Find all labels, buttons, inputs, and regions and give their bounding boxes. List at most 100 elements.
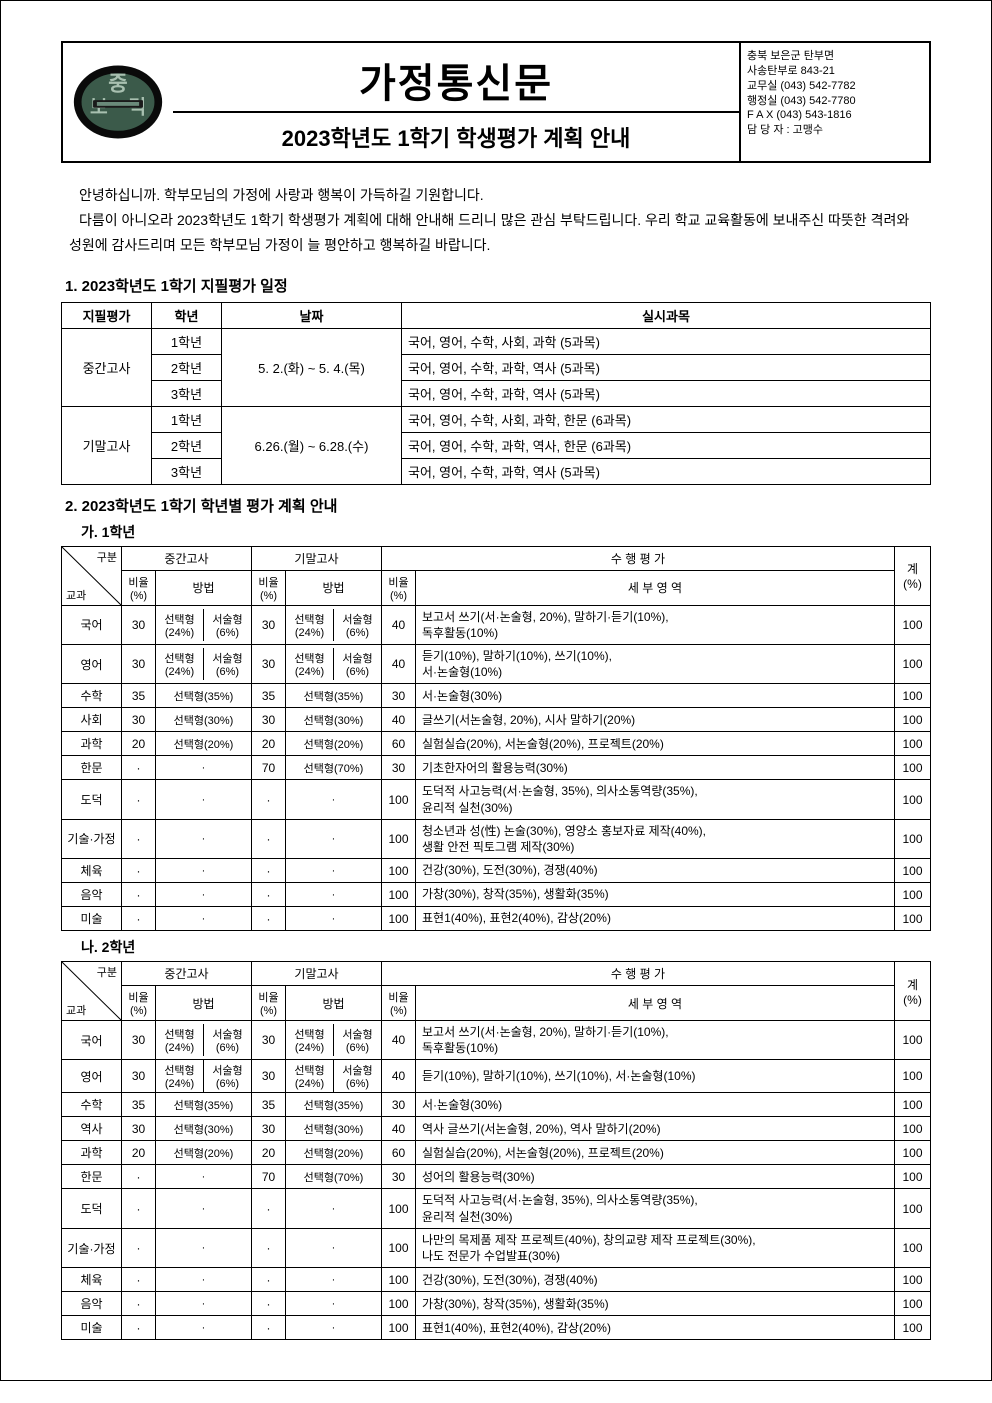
cell: 선택형(24%)서술형(6%) (156, 644, 252, 683)
cell: 선택형(24%)서술형(6%) (156, 1060, 252, 1093)
intro-line: 안녕하십니까. 학부모님의 가정에 사랑과 행복이 가득하길 기원합니다. (69, 183, 923, 208)
diag-header: 구분교과 (62, 962, 122, 1021)
cell: 국어, 영어, 수학, 사회, 과학, 한문 (6과목) (402, 406, 931, 432)
cell: 선택형(20%) (286, 1141, 382, 1165)
cell: 20 (122, 732, 156, 756)
exam-label: 중간고사 (62, 328, 152, 406)
cell: · (252, 1316, 286, 1340)
subject-cell: 음악 (62, 883, 122, 907)
cell: · (122, 907, 156, 931)
detail-cell: 듣기(10%), 말하기(10%), 쓰기(10%), 서·논술형(10%) (416, 1060, 895, 1093)
col-header: 세 부 영 역 (416, 986, 895, 1021)
cell: 40 (382, 708, 416, 732)
cell: 60 (382, 1141, 416, 1165)
cell: 40 (382, 605, 416, 644)
cell: 선택형(24%)서술형(6%) (286, 605, 382, 644)
cell: 100 (382, 1292, 416, 1316)
cell: · (156, 1165, 252, 1189)
cell: 선택형(24%)서술형(6%) (286, 1060, 382, 1093)
contact-line: 담 당 자 : 고맹수 (747, 123, 923, 138)
subject-cell: 도덕 (62, 780, 122, 819)
detail-cell: 가창(30%), 창작(35%), 생활화(35%) (416, 883, 895, 907)
school-logo: 중 보 덕 (63, 43, 173, 161)
subject-cell: 한문 (62, 756, 122, 780)
cell: 100 (382, 819, 416, 858)
cell: 40 (382, 1060, 416, 1093)
contact-line: 사송탄부로 843-21 (747, 64, 923, 79)
cell: 선택형(35%) (286, 1093, 382, 1117)
subject-cell: 미술 (62, 1316, 122, 1340)
cell: 30 (122, 1021, 156, 1060)
cell: 100 (382, 883, 416, 907)
intro-text: 안녕하십니까. 학부모님의 가정에 사랑과 행복이 가득하길 기원합니다. 다름… (69, 183, 923, 259)
cell: 30 (122, 605, 156, 644)
cell: · (156, 859, 252, 883)
contact-line: 행정실 (043) 542-7780 (747, 94, 923, 109)
cell: 2학년 (152, 354, 222, 380)
col-header: 기말고사 (252, 546, 382, 570)
contact-line: 교무실 (043) 542-7782 (747, 79, 923, 94)
cell: 30 (252, 1021, 286, 1060)
cell: · (156, 819, 252, 858)
cell: · (252, 883, 286, 907)
total-cell: 100 (895, 883, 931, 907)
cell: · (156, 1316, 252, 1340)
cell: 선택형(24%)서술형(6%) (286, 644, 382, 683)
subject-cell: 도덕 (62, 1189, 122, 1228)
table-row: 기술·가정 · · · · 100 나만의 목제품 제작 프로젝트(40%), … (62, 1228, 931, 1267)
subtitle: 2023학년도 1학기 학생평가 계획 안내 (173, 113, 739, 161)
col-header: 기말고사 (252, 962, 382, 986)
col-header: 비율(%) (382, 986, 416, 1021)
table-row: 구분교과 중간고사 기말고사 수 행 평 가 계(%) (62, 962, 931, 986)
grade2-title: 나. 2학년 (81, 937, 927, 957)
total-cell: 100 (895, 1117, 931, 1141)
cell: · (286, 907, 382, 931)
contact-line: 충북 보은군 탄부면 (747, 49, 923, 64)
col-header: 비율(%) (252, 986, 286, 1021)
col-header: 지필평가 (62, 302, 152, 328)
cell: 30 (252, 605, 286, 644)
table-row: 구분교과 중간고사 기말고사 수 행 평 가 계(%) (62, 546, 931, 570)
grade1-table: 구분교과 중간고사 기말고사 수 행 평 가 계(%)비율(%) 방법 비율(%… (61, 546, 931, 932)
subject-cell: 사회 (62, 708, 122, 732)
cell: · (252, 819, 286, 858)
subject-cell: 기술·가정 (62, 1228, 122, 1267)
cell: 선택형(20%) (286, 732, 382, 756)
cell: · (252, 859, 286, 883)
cell: · (156, 1228, 252, 1267)
page-title: 가정통신문 (173, 43, 739, 111)
detail-cell: 도덕적 사고능력(서·논술형, 35%), 의사소통역량(35%),윤리적 실천… (416, 780, 895, 819)
cell: 6.26.(월) ~ 6.28.(수) (222, 406, 402, 484)
cell: 3학년 (152, 380, 222, 406)
total-cell: 100 (895, 907, 931, 931)
col-header: 수 행 평 가 (382, 962, 895, 986)
cell: 30 (252, 644, 286, 683)
subject-cell: 영어 (62, 644, 122, 683)
cell: · (156, 1292, 252, 1316)
table-row: 비율(%) 방법 비율(%) 방법 비율(%) 세 부 영 역 (62, 986, 931, 1021)
title-box: 가정통신문 2023학년도 1학기 학생평가 계획 안내 (173, 43, 739, 161)
cell: 선택형(20%) (156, 732, 252, 756)
table-row: 음악 · · · · 100 가창(30%), 창작(35%), 생활화(35%… (62, 883, 931, 907)
table-row: 2학년 국어, 영어, 수학, 과학, 역사 (5과목) (62, 354, 931, 380)
subject-cell: 영어 (62, 1060, 122, 1093)
table-row: 음악 · · · · 100 가창(30%), 창작(35%), 생활화(35%… (62, 1292, 931, 1316)
cell: 30 (122, 644, 156, 683)
cell: · (122, 1316, 156, 1340)
total-cell: 100 (895, 605, 931, 644)
detail-cell: 나만의 목제품 제작 프로젝트(40%), 창의교량 제작 프로젝트(30%),… (416, 1228, 895, 1267)
cell: 5. 2.(화) ~ 5. 4.(목) (222, 328, 402, 406)
table-row: 중간고사 1학년 5. 2.(화) ~ 5. 4.(목) 국어, 영어, 수학,… (62, 328, 931, 354)
detail-cell: 표현1(40%), 표현2(40%), 감상(20%) (416, 1316, 895, 1340)
cell: 선택형(30%) (156, 1117, 252, 1141)
cell: 100 (382, 780, 416, 819)
table-row: 2학년 국어, 영어, 수학, 과학, 역사, 한문 (6과목) (62, 432, 931, 458)
table-row: 비율(%) 방법 비율(%) 방법 비율(%) 세 부 영 역 (62, 570, 931, 605)
table-row: 기말고사 1학년 6.26.(월) ~ 6.28.(수) 국어, 영어, 수학,… (62, 406, 931, 432)
intro-line: 다름이 아니오라 2023학년도 1학기 학생평가 계획에 대해 안내해 드리니… (69, 208, 923, 258)
cell: · (122, 1292, 156, 1316)
cell: · (122, 883, 156, 907)
cell: 30 (122, 708, 156, 732)
subject-cell: 국어 (62, 605, 122, 644)
cell: 선택형(30%) (286, 708, 382, 732)
